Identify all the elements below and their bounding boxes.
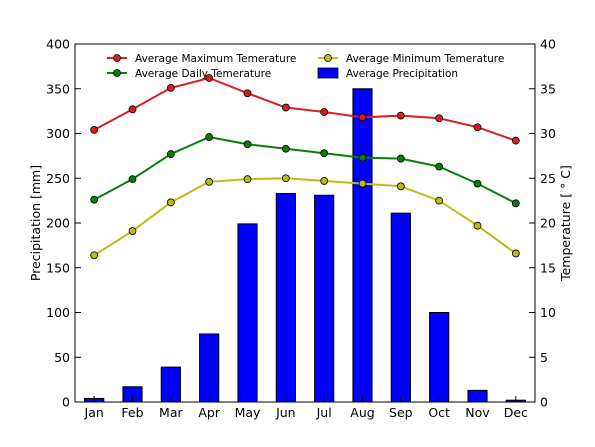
y-right-tick-label: 5 — [540, 350, 548, 365]
average-maximum-temerature-point-oct — [435, 114, 444, 123]
average-maximum-temerature-point-may — [243, 89, 252, 98]
precipitation-bar-jun — [275, 192, 296, 403]
average-minimum-temerature-point-aug — [358, 179, 367, 188]
legend-label-average-minimum-temerature: Average Minimum Temerature — [346, 53, 504, 65]
average-maximum-temerature-point-dec — [511, 136, 520, 145]
x-tick-label: Jan — [84, 405, 104, 420]
x-tick-label: Aug — [350, 405, 374, 420]
y-right-tick-label: 40 — [540, 37, 556, 52]
average-minimum-temerature-point-feb — [128, 227, 137, 235]
legend-marker-average-minimum-temerature — [324, 54, 332, 62]
x-tick-label: Sep — [389, 405, 413, 420]
legend-label-average-precipitation: Average Precipitation — [346, 68, 458, 80]
average-minimum-temerature-point-sep — [396, 182, 405, 191]
average-daily-temerature-point-nov — [473, 179, 482, 188]
y-right-tick-label: 20 — [540, 216, 556, 231]
legend-label-average-maximum-temerature: Average Maximum Temerature — [135, 53, 296, 65]
y-right-tick-label: 30 — [540, 126, 556, 141]
average-maximum-temerature-point-apr — [205, 74, 214, 82]
x-tick-label: Apr — [198, 405, 220, 420]
average-daily-temerature-point-dec — [511, 199, 520, 208]
average-maximum-temerature-point-nov — [473, 123, 482, 132]
y-left-tick-label: 400 — [46, 37, 70, 52]
legend-label-average-daily-temerature: Average Daily Temerature — [135, 68, 271, 80]
y-right-tick-label: 25 — [540, 171, 556, 186]
average-daily-temerature-point-oct — [435, 162, 444, 171]
average-daily-temerature-point-jan — [90, 195, 99, 204]
average-daily-temerature-point-apr — [205, 133, 214, 141]
average-daily-temerature-point-aug — [358, 153, 367, 162]
precipitation-bar-may — [237, 223, 258, 403]
average-maximum-temerature-line — [93, 76, 517, 142]
average-maximum-temerature-point-feb — [128, 105, 137, 114]
precipitation-bar-apr — [199, 333, 220, 403]
y-left-tick-label: 350 — [46, 81, 70, 96]
average-daily-temerature-point-sep — [396, 154, 405, 163]
average-minimum-temerature-point-jan — [90, 251, 99, 260]
y-left-tick-label: 250 — [46, 171, 70, 186]
average-maximum-temerature-point-mar — [166, 83, 175, 92]
y-left-tick-label: 200 — [46, 216, 70, 231]
legend-marker-average-maximum-temerature — [113, 54, 121, 62]
average-daily-temerature-point-may — [243, 140, 252, 149]
precipitation-bar-aug — [352, 88, 373, 403]
average-minimum-temerature-point-nov — [473, 221, 482, 230]
x-tick-label: Mar — [159, 405, 183, 420]
x-tick-label: Jul — [316, 405, 332, 420]
y-left-tick-label: 300 — [46, 126, 70, 141]
average-maximum-temerature-point-sep — [396, 111, 405, 120]
y-right-tick-label: 35 — [540, 81, 556, 96]
average-daily-temerature-point-jul — [320, 149, 329, 158]
x-tick-label: Nov — [465, 405, 490, 420]
y-left-tick-label: 150 — [46, 260, 70, 275]
average-daily-temerature-line — [93, 136, 517, 205]
average-minimum-temerature-point-dec — [511, 249, 520, 258]
y-left-tick-label: 100 — [46, 305, 70, 320]
y-axis-right-title: Temperature [ ° C] — [558, 165, 573, 282]
average-minimum-temerature-point-jun — [281, 174, 290, 183]
average-minimum-temerature-point-apr — [205, 177, 214, 186]
average-maximum-temerature-point-aug — [358, 113, 367, 122]
x-tick-label: Jun — [275, 405, 296, 420]
precipitation-bar-oct — [429, 312, 450, 403]
y-left-tick-label: 50 — [54, 350, 70, 365]
average-minimum-temerature-line — [93, 177, 517, 257]
y-right-tick-label: 10 — [540, 305, 556, 320]
average-daily-temerature-point-jun — [281, 144, 290, 153]
precipitation-bar-jul — [314, 194, 335, 403]
temperature-lines — [90, 74, 520, 260]
legend-swatch-average-precipitation — [317, 67, 339, 79]
y-right-tick-label: 15 — [540, 260, 556, 275]
average-minimum-temerature-point-jul — [320, 177, 329, 185]
average-maximum-temerature-point-jan — [90, 126, 99, 134]
average-minimum-temerature-point-may — [243, 175, 252, 184]
average-minimum-temerature-point-oct — [435, 196, 444, 205]
legend-marker-average-daily-temerature — [113, 69, 121, 77]
x-tick-label: Feb — [121, 405, 143, 420]
average-maximum-temerature-point-jun — [281, 103, 290, 112]
precipitation-bar-sep — [390, 212, 411, 403]
x-tick-label: Oct — [428, 405, 450, 420]
average-maximum-temerature-point-jul — [320, 108, 329, 116]
x-tick-label: Dec — [504, 405, 528, 420]
legend: Average Maximum Temerature Average Minimu… — [107, 53, 504, 80]
y-axis-left-title: Precipitation [mm] — [28, 165, 43, 281]
y-left-tick-label: 0 — [62, 395, 70, 410]
average-minimum-temerature-point-mar — [166, 198, 175, 207]
average-daily-temerature-point-feb — [128, 175, 137, 184]
precipitation-bars — [84, 88, 526, 403]
axis-ticks: 0 50 100 150 200 250 300 350 400 0 5 10 15 20 25 30 35 40… — [46, 37, 556, 421]
average-daily-temerature-point-mar — [166, 150, 175, 158]
x-tick-label: May — [235, 405, 261, 420]
y-right-tick-label: 0 — [540, 395, 548, 410]
